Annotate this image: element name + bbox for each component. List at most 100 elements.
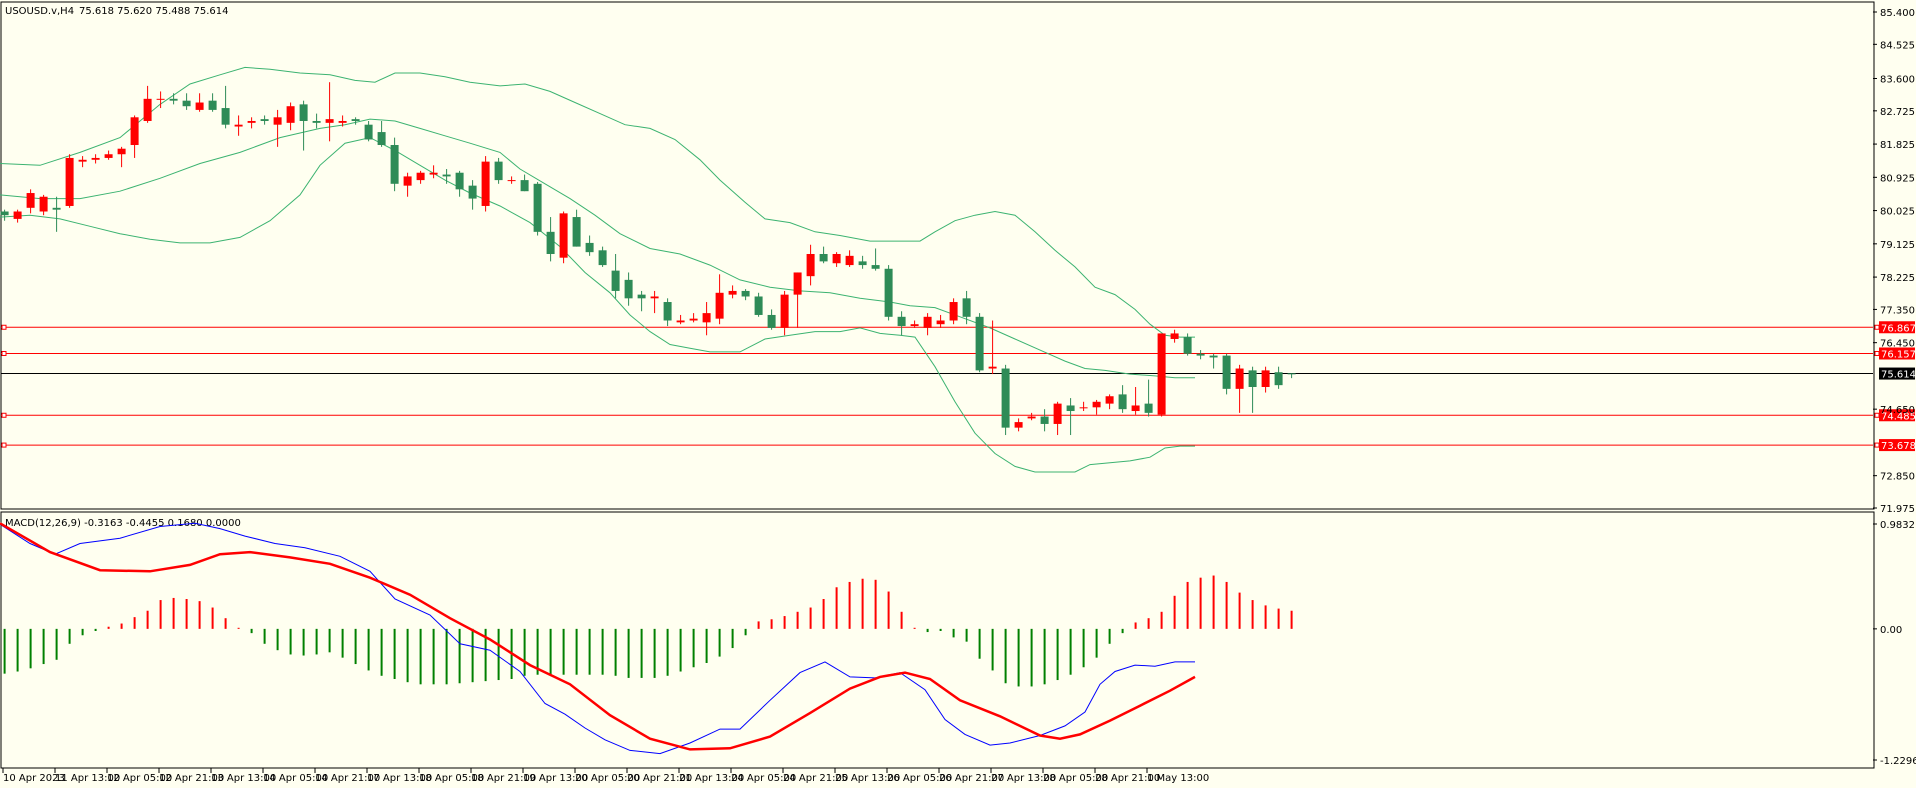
- level-anchor: [1874, 412, 1880, 418]
- candle-body: [975, 316, 984, 371]
- candle-body: [1040, 416, 1049, 424]
- candle-body: [780, 294, 789, 328]
- candle-body: [1235, 368, 1244, 389]
- candle-body: [1066, 405, 1075, 412]
- price-tick-label: 81.825: [1880, 140, 1915, 151]
- current-price-tag: [1879, 367, 1915, 380]
- bollinger-lower-line: [0, 137, 1195, 473]
- candle-body: [247, 120, 256, 123]
- candle-body: [1183, 337, 1192, 354]
- candle-body: [754, 296, 763, 315]
- candle-body: [819, 253, 828, 262]
- level-anchor: [1874, 442, 1880, 448]
- candle-body: [507, 180, 516, 182]
- level-price-tag: [1879, 321, 1915, 334]
- candle-body: [572, 217, 581, 247]
- time-tick-label: 10 Apr 2023: [3, 773, 65, 784]
- candle-body: [442, 174, 451, 177]
- candle-body: [1196, 353, 1205, 356]
- candle-body: [1144, 403, 1153, 413]
- time-tick-label: 17 Apr 13:00: [367, 773, 432, 784]
- level-anchor: [1, 350, 7, 356]
- time-tick-label: 21 Apr 13:00: [679, 773, 744, 784]
- time-tick-label: 18 Apr 21:00: [471, 773, 536, 784]
- time-tick-label: 24 Apr 05:00: [731, 773, 796, 784]
- candle-body: [728, 290, 737, 295]
- level-price-tag: [1879, 439, 1915, 452]
- candle-body: [429, 172, 438, 175]
- symbol-label: USOUSD.v,H4: [5, 6, 74, 17]
- bollinger-bands: [0, 66, 1195, 473]
- time-tick-label: 20 Apr 05:00: [575, 773, 640, 784]
- price-tick-label: 84.525: [1880, 40, 1915, 51]
- candle-body: [416, 172, 425, 181]
- candle-body: [91, 157, 100, 160]
- candle-body: [1079, 407, 1088, 409]
- candle-body: [1105, 396, 1114, 404]
- time-tick-label: 19 Apr 13:00: [523, 773, 588, 784]
- level-price-label: 76.867: [1881, 323, 1916, 334]
- candle-body: [286, 106, 295, 123]
- candle-body: [26, 193, 35, 208]
- time-tick-label: 18 Apr 05:00: [419, 773, 484, 784]
- candle-body: [104, 154, 113, 158]
- time-tick-label: 1 May 13:00: [1147, 773, 1209, 784]
- level-anchor: [1, 324, 7, 330]
- price-tick-label: 77.350: [1880, 305, 1915, 316]
- candle-body: [1209, 355, 1218, 358]
- candle-body: [52, 207, 61, 210]
- candle-body: [949, 302, 958, 321]
- candle-body: [1092, 401, 1101, 408]
- bollinger-mid-line: [0, 118, 1195, 379]
- candle-body: [1222, 355, 1231, 389]
- candle-body: [559, 213, 568, 258]
- candle-body: [546, 231, 555, 254]
- candle-body: [611, 270, 620, 291]
- candle-body: [806, 253, 815, 277]
- candle-body: [715, 292, 724, 319]
- candle-body: [858, 261, 867, 266]
- candle-body: [923, 316, 932, 328]
- price-tick-label: 85.400: [1880, 8, 1915, 19]
- level-price-label: 76.157: [1881, 349, 1916, 360]
- price-tick-label: 76.450: [1880, 339, 1915, 350]
- time-tick-label: 26 Apr 05:00: [887, 773, 952, 784]
- candle-body: [1248, 370, 1257, 388]
- time-tick-label: 27 Apr 13:00: [991, 773, 1056, 784]
- candle-body: [741, 290, 750, 297]
- level-price-tag: [1879, 347, 1915, 360]
- candle-body: [117, 148, 126, 155]
- candle-body: [208, 100, 217, 110]
- candle-body: [650, 296, 659, 299]
- candle-body: [455, 172, 464, 190]
- candle-body: [273, 117, 282, 125]
- candle-body: [78, 159, 87, 162]
- candle-body: [65, 157, 74, 206]
- candle-body: [13, 211, 22, 219]
- macd-panel-frame: [0, 511, 1875, 769]
- time-tick-label: 14 Apr 21:00: [315, 773, 380, 784]
- candle-body: [312, 120, 321, 123]
- current-price-label: 75.614: [1881, 370, 1916, 381]
- price-tick-label: 82.725: [1880, 107, 1915, 118]
- candle-body: [520, 180, 529, 192]
- candle-body: [1118, 394, 1127, 410]
- candle-body: [663, 302, 672, 321]
- panel-frames: [0, 1, 1875, 769]
- macd-tick-label: -1.2296: [1880, 756, 1916, 767]
- candle-body: [403, 176, 412, 186]
- candle-body: [1170, 333, 1179, 339]
- macd-main-line: [0, 522, 1195, 755]
- level-price-label: 74.485: [1881, 411, 1916, 422]
- time-tick-label: 26 Apr 21:00: [939, 773, 1004, 784]
- level-anchor: [1, 442, 7, 448]
- time-tick-label: 24 Apr 21:00: [783, 773, 848, 784]
- price-tick-label: 83.600: [1880, 75, 1915, 86]
- candle-body: [351, 119, 360, 121]
- price-panel-frame: [0, 1, 1875, 510]
- price-tick-label: 80.925: [1880, 173, 1915, 184]
- horizontal-levels: 76.867 76.157 74.485 73.678 75.614: [1, 321, 1916, 452]
